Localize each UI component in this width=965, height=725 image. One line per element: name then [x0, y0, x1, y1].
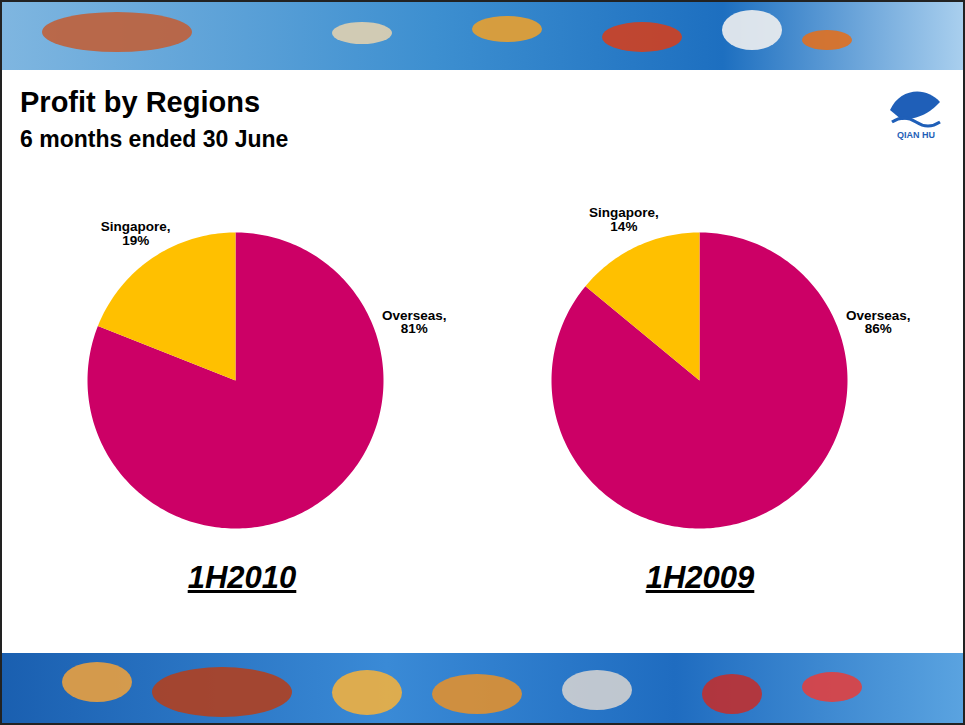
svg-text:Overseas,86%: Overseas,86% [846, 308, 911, 337]
svg-text:QIAN HU: QIAN HU [897, 130, 935, 140]
svg-text:Singapore,14%: Singapore,14% [589, 205, 659, 234]
html-text:Profit by Regions: Profit by Regions [20, 86, 261, 118]
html-text:6 months ended 30 June: 6 months ended 30 June [20, 126, 289, 152]
svg-text:Singapore,19%: Singapore,19% [101, 219, 171, 248]
html-text:1H2009: 1H2009 [645, 560, 755, 595]
svg-text:Overseas,81%: Overseas,81% [382, 308, 447, 337]
html-text:1H2010: 1H2010 [187, 560, 297, 595]
